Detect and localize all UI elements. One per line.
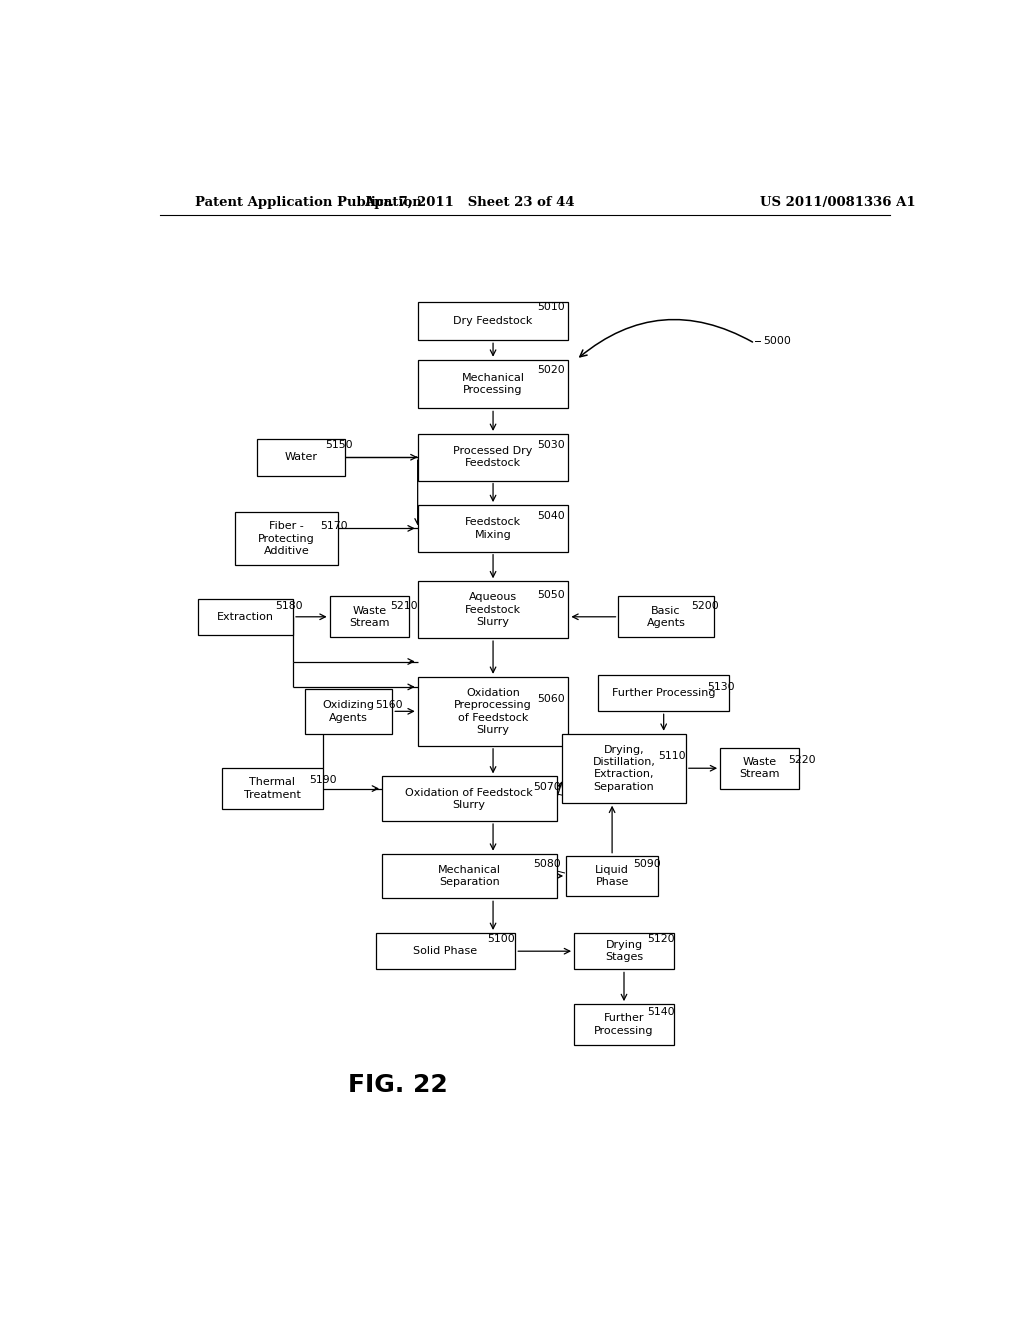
Text: US 2011/0081336 A1: US 2011/0081336 A1 [761, 195, 916, 209]
Text: 5050: 5050 [538, 590, 565, 601]
Text: Mechanical
Separation: Mechanical Separation [437, 865, 501, 887]
FancyBboxPatch shape [376, 933, 515, 969]
Text: 5210: 5210 [390, 601, 418, 611]
FancyBboxPatch shape [418, 506, 568, 552]
Text: Waste
Stream: Waste Stream [349, 606, 389, 628]
FancyBboxPatch shape [198, 598, 293, 635]
Text: 5020: 5020 [538, 364, 565, 375]
Text: 5160: 5160 [376, 700, 403, 710]
FancyBboxPatch shape [418, 434, 568, 480]
Text: 5000: 5000 [763, 337, 791, 346]
FancyBboxPatch shape [418, 677, 568, 746]
Text: 5110: 5110 [658, 751, 686, 762]
Text: 5080: 5080 [532, 859, 560, 869]
Text: 5190: 5190 [309, 775, 337, 785]
FancyBboxPatch shape [257, 440, 345, 475]
FancyBboxPatch shape [720, 748, 800, 788]
Text: Processed Dry
Feedstock: Processed Dry Feedstock [454, 446, 532, 469]
Text: Drying
Stages: Drying Stages [605, 940, 643, 962]
Text: Patent Application Publication: Patent Application Publication [196, 195, 422, 209]
FancyBboxPatch shape [562, 734, 685, 803]
Text: 5010: 5010 [538, 302, 565, 312]
Text: Further
Processing: Further Processing [594, 1014, 653, 1036]
FancyBboxPatch shape [330, 597, 409, 638]
Text: Solid Phase: Solid Phase [414, 946, 477, 956]
Text: Water: Water [285, 453, 317, 462]
Text: Liquid
Phase: Liquid Phase [595, 865, 629, 887]
FancyBboxPatch shape [418, 359, 568, 408]
Text: Thermal
Treatment: Thermal Treatment [244, 777, 301, 800]
FancyBboxPatch shape [598, 675, 729, 711]
FancyBboxPatch shape [382, 854, 557, 899]
Text: Basic
Agents: Basic Agents [646, 606, 685, 628]
Text: 5150: 5150 [325, 440, 352, 450]
Text: Further Processing: Further Processing [612, 688, 716, 698]
Text: 5200: 5200 [691, 601, 719, 611]
Text: Extraction: Extraction [217, 611, 274, 622]
FancyBboxPatch shape [221, 768, 324, 809]
FancyBboxPatch shape [418, 581, 568, 638]
Text: 5100: 5100 [487, 935, 515, 944]
Text: Mechanical
Processing: Mechanical Processing [462, 372, 524, 395]
Text: Oxidation of Feedstock
Slurry: Oxidation of Feedstock Slurry [406, 788, 534, 810]
Text: 5070: 5070 [532, 781, 560, 792]
Text: Drying,
Distillation,
Extraction,
Separation: Drying, Distillation, Extraction, Separa… [593, 744, 655, 792]
Text: FIG. 22: FIG. 22 [348, 1073, 447, 1097]
FancyBboxPatch shape [305, 689, 392, 734]
Text: Aqueous
Feedstock
Slurry: Aqueous Feedstock Slurry [465, 593, 521, 627]
FancyBboxPatch shape [618, 597, 714, 638]
Text: Oxidizing
Agents: Oxidizing Agents [323, 700, 375, 722]
Text: 5120: 5120 [647, 935, 675, 944]
FancyBboxPatch shape [574, 933, 674, 969]
Text: Feedstock
Mixing: Feedstock Mixing [465, 517, 521, 540]
FancyBboxPatch shape [418, 302, 568, 341]
Text: 5140: 5140 [647, 1007, 675, 1018]
Text: 5040: 5040 [538, 511, 565, 521]
Text: 5030: 5030 [538, 440, 565, 450]
Text: Waste
Stream: Waste Stream [739, 758, 780, 779]
Text: 5060: 5060 [538, 694, 565, 704]
FancyBboxPatch shape [382, 776, 557, 821]
FancyBboxPatch shape [574, 1005, 674, 1044]
Text: Apr. 7, 2011   Sheet 23 of 44: Apr. 7, 2011 Sheet 23 of 44 [364, 195, 574, 209]
Text: Dry Feedstock: Dry Feedstock [454, 315, 532, 326]
Text: 5220: 5220 [788, 755, 816, 766]
Text: 5090: 5090 [633, 859, 660, 869]
Text: 5170: 5170 [321, 521, 348, 532]
FancyBboxPatch shape [236, 512, 338, 565]
Text: 5180: 5180 [274, 601, 302, 611]
Text: 5130: 5130 [708, 682, 735, 692]
Text: Fiber -
Protecting
Additive: Fiber - Protecting Additive [258, 521, 315, 556]
Text: Oxidation
Preprocessing
of Feedstock
Slurry: Oxidation Preprocessing of Feedstock Slu… [455, 688, 531, 735]
FancyBboxPatch shape [566, 855, 657, 896]
